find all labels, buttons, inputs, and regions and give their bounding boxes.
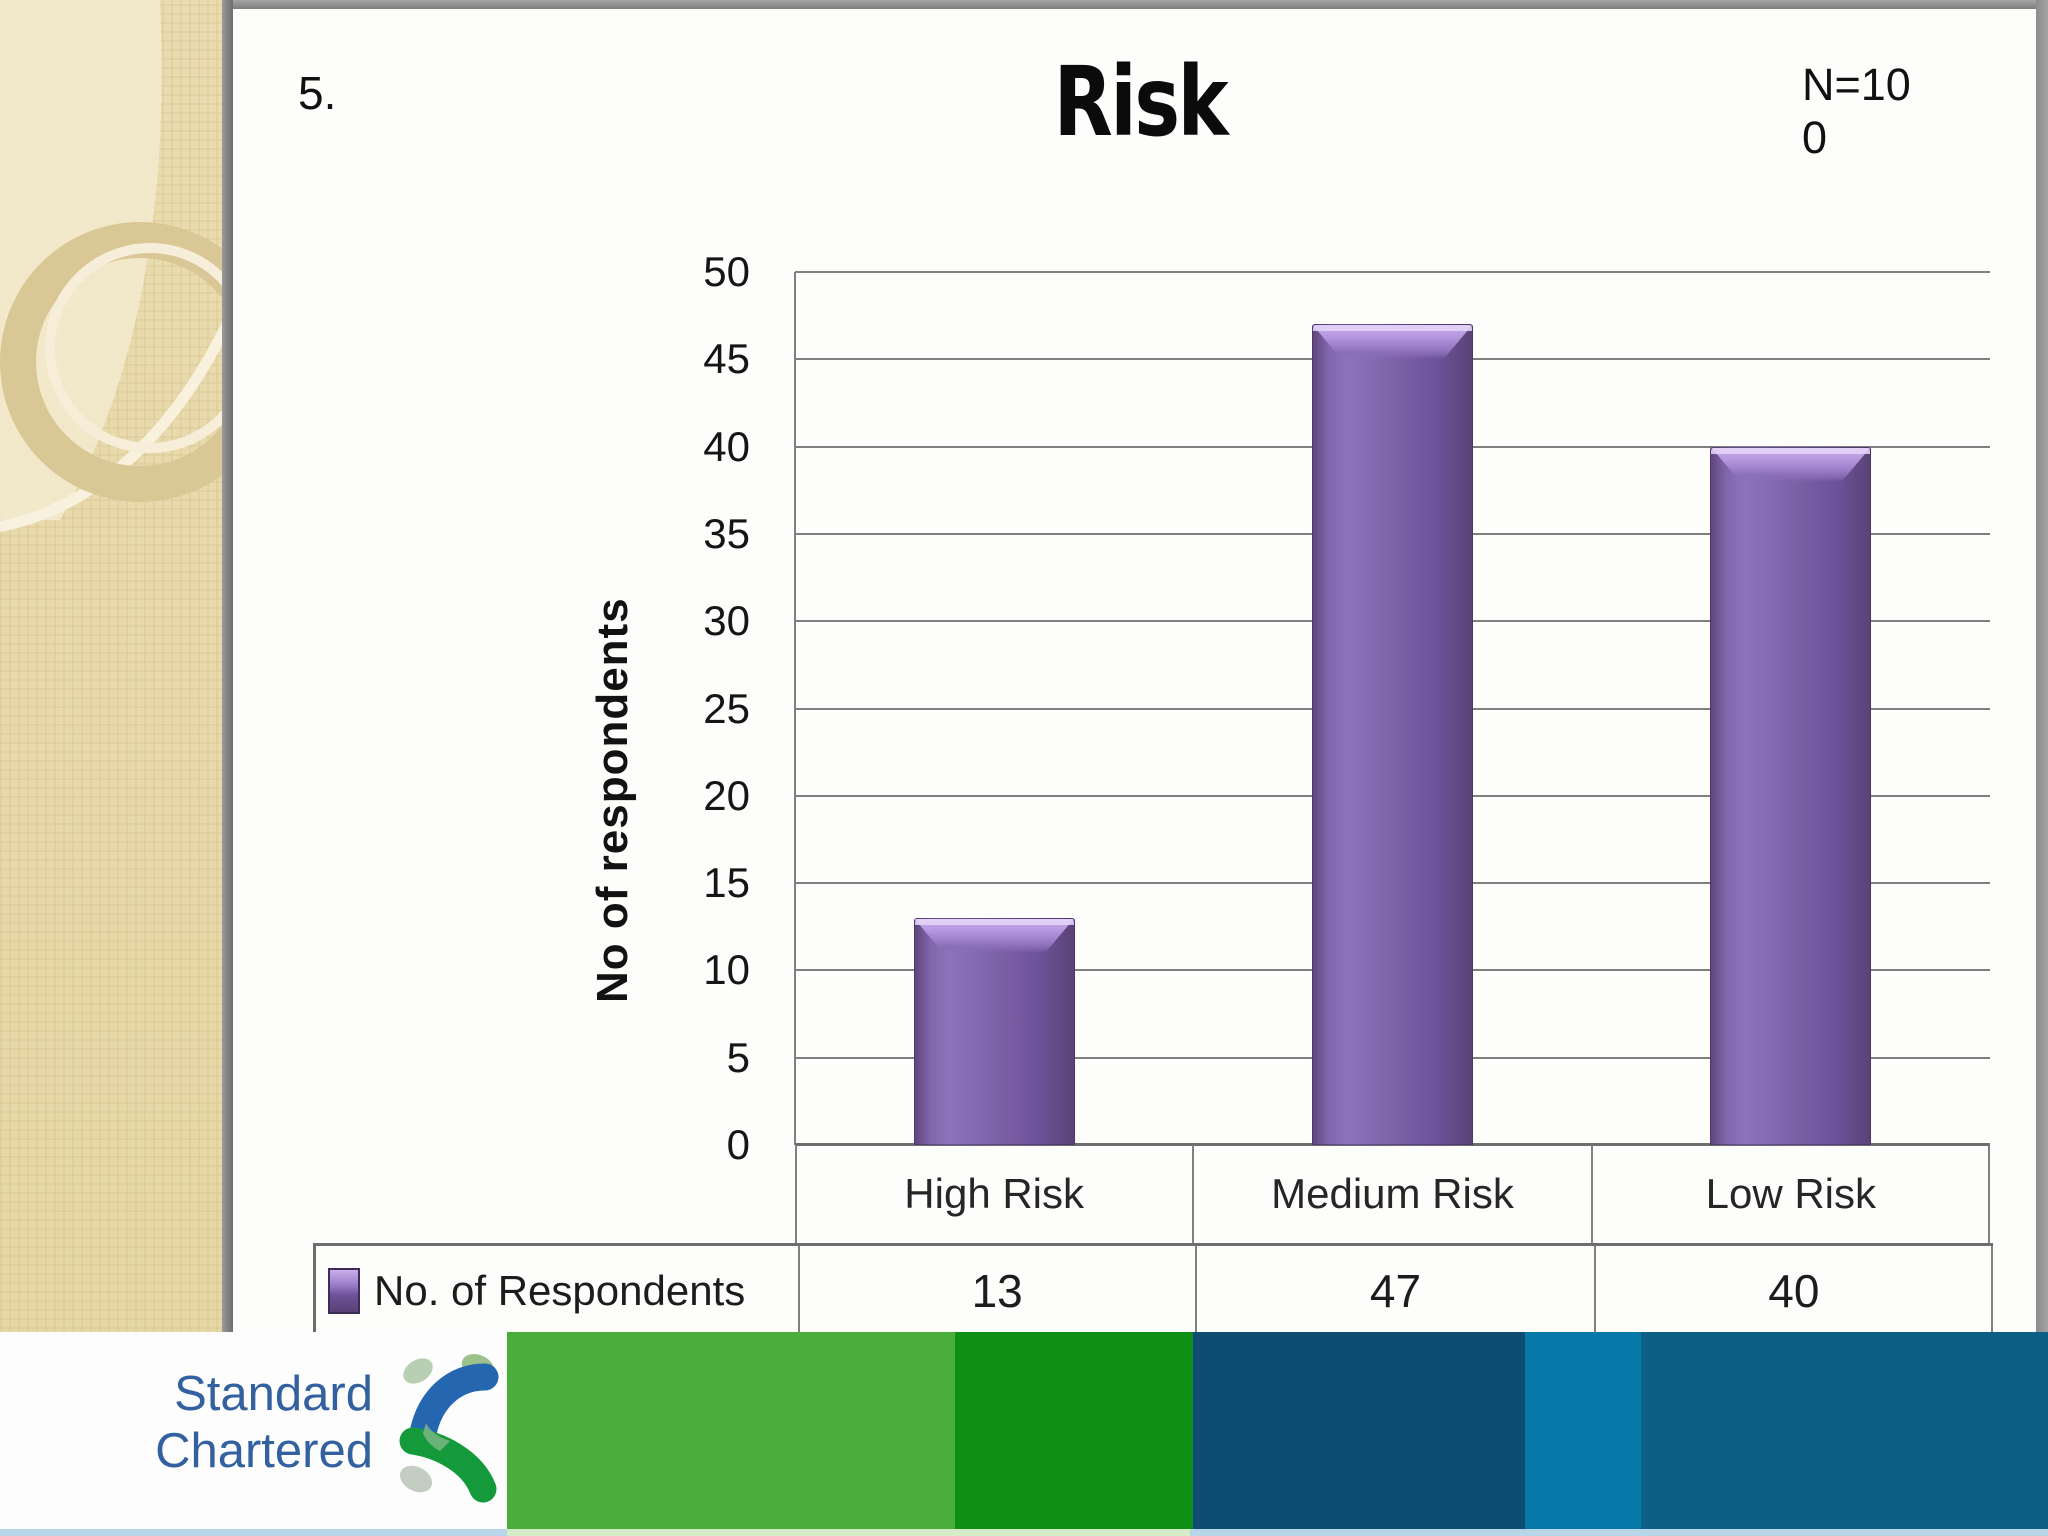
value-cell-3: 40	[1768, 1265, 1820, 1317]
legend-color-swatch-icon	[328, 1268, 360, 1314]
legend-column-border-2	[1593, 1246, 1596, 1336]
standard-chartered-emblem-icon	[399, 1354, 499, 1503]
slide-frame-right-border	[2036, 0, 2048, 1536]
legend-column-border-0	[798, 1246, 800, 1336]
band-segment-bright-green	[507, 1332, 955, 1536]
y-tick-label-35: 35	[703, 509, 750, 557]
category-column-border-1	[1192, 1145, 1195, 1243]
category-column-border-0	[795, 1145, 797, 1243]
legend-series-label: No. of Respondents	[374, 1267, 746, 1314]
category-column-border-3	[1988, 1145, 1990, 1243]
slide-frame-left-border	[222, 0, 233, 1536]
sample-size-line1: N=10	[1802, 59, 1911, 110]
category-header-row: High Risk Medium Risk Low Risk	[795, 1145, 1990, 1243]
bar-medium-risk	[1312, 324, 1473, 1145]
category-cell-3: Low Risk	[1705, 1170, 1877, 1217]
y-tick-label-40: 40	[703, 422, 750, 470]
band-segment-dark-green	[955, 1332, 1193, 1536]
y-tick-label-15: 15	[703, 859, 750, 907]
y-tick-label-25: 25	[703, 684, 750, 732]
y-tick-label-5: 5	[726, 1033, 750, 1081]
category-column-border-2	[1590, 1145, 1593, 1243]
legend-data-row: No. of Respondents 13 47 40	[313, 1243, 1993, 1336]
slide-frame-top-border	[222, 0, 2048, 9]
standard-chartered-wordmark: Standard Chartered	[55, 1366, 373, 1480]
bar-high-risk	[913, 918, 1075, 1145]
sidebar-circle-decorations	[0, 0, 222, 532]
band-segment-navy	[1193, 1332, 1525, 1536]
legend-cell: No. of Respondents	[316, 1246, 798, 1336]
y-tick-label-0: 0	[726, 1121, 750, 1168]
gridline-50	[795, 271, 1990, 273]
legend-column-border-3	[1991, 1246, 1993, 1336]
slide-number: 5.	[298, 67, 337, 119]
decorative-sidebar	[0, 0, 222, 1536]
value-cell-2: 47	[1369, 1265, 1422, 1317]
logo-word-2: Chartered	[155, 1424, 373, 1478]
bottom-edge-strip-green	[507, 1529, 1190, 1536]
sample-size-note: N=10 0	[1802, 58, 1952, 164]
logo-word-1: Standard	[174, 1367, 373, 1421]
bottom-edge-strip	[0, 1529, 2048, 1536]
standard-chartered-logo: Standard Chartered	[0, 1332, 507, 1536]
plot-area	[794, 271, 1990, 1146]
category-cell-1: High Risk	[904, 1170, 1085, 1217]
band-segment-teal	[1641, 1332, 2048, 1536]
bar-low-risk	[1710, 446, 1872, 1145]
y-tick-label-45: 45	[703, 335, 750, 383]
y-tick-label-10: 10	[703, 946, 750, 994]
chart-title: Risk	[1053, 46, 1229, 158]
y-tick-label-50: 50	[703, 248, 750, 295]
sample-size-line2: 0	[1802, 112, 1828, 164]
y-tick-label-20: 20	[703, 771, 750, 819]
y-tick-label-30: 30	[703, 597, 750, 645]
band-segment-medium-blue	[1525, 1332, 1641, 1536]
legend-column-border-1	[1195, 1246, 1198, 1336]
category-cell-2: Medium Risk	[1271, 1170, 1514, 1217]
value-cell-1: 13	[971, 1265, 1023, 1317]
